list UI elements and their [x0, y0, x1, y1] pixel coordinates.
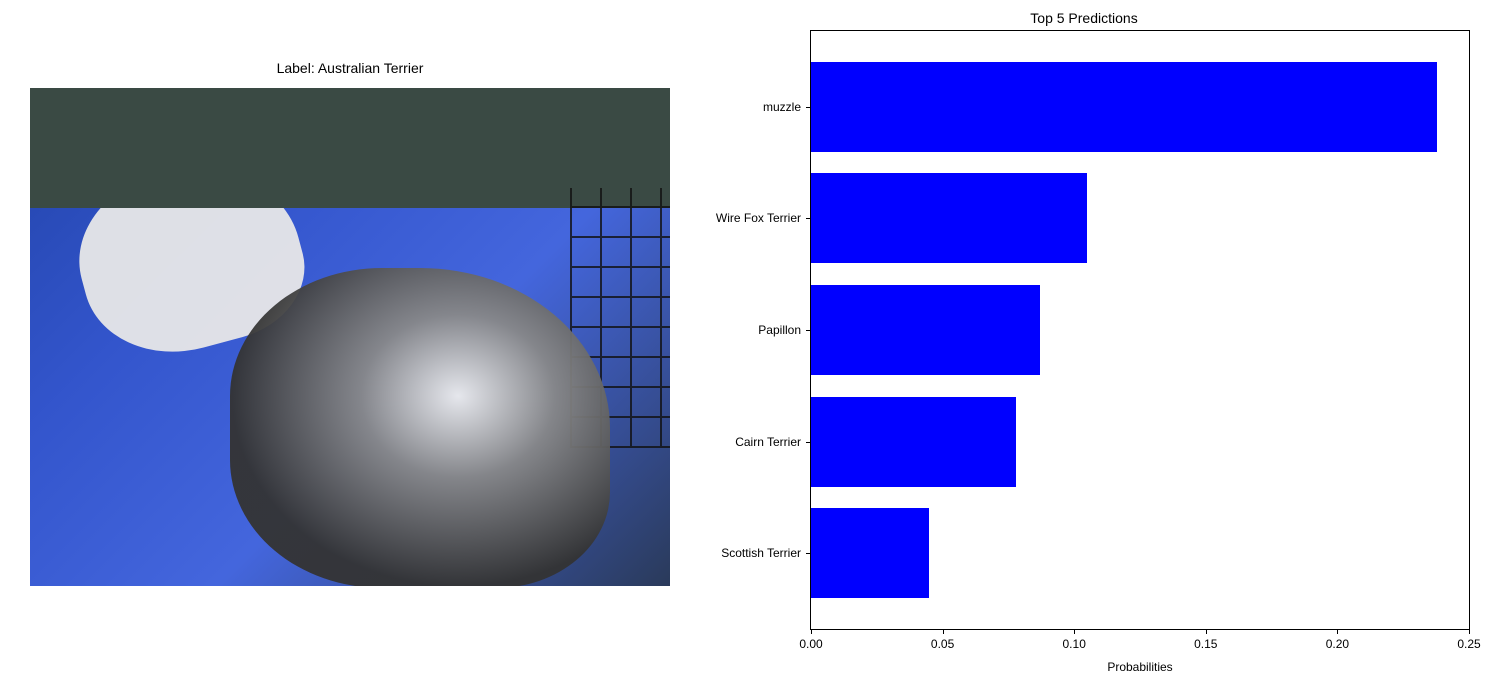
chart-panel: Top 5 Predictions muzzle Wire Fox Terrier…: [680, 0, 1488, 690]
y-tick: [806, 442, 811, 443]
bar-category-label: Scottish Terrier: [721, 546, 801, 560]
chart-title: Top 5 Predictions: [1030, 10, 1137, 26]
x-tick-label: 0.00: [799, 637, 822, 651]
bar-slot: Wire Fox Terrier: [811, 173, 1469, 263]
y-tick: [806, 553, 811, 554]
x-tick: [1074, 629, 1075, 634]
x-tick-label: 0.05: [931, 637, 954, 651]
image-title: Label: Australian Terrier: [277, 60, 424, 76]
x-tick: [1337, 629, 1338, 634]
x-tick: [1469, 629, 1470, 634]
bar: [811, 62, 1437, 152]
x-tick-label: 0.20: [1326, 637, 1349, 651]
bar-slot: muzzle: [811, 62, 1469, 152]
bar: [811, 173, 1087, 263]
x-tick-label: 0.25: [1457, 637, 1480, 651]
bar-category-label: Cairn Terrier: [735, 435, 801, 449]
y-tick: [806, 107, 811, 108]
chart-x-axis: 0.000.050.100.150.200.25: [811, 629, 1469, 635]
sample-image: [30, 88, 670, 586]
bar-slot: Cairn Terrier: [811, 397, 1469, 487]
bar-category-label: Papillon: [758, 323, 801, 337]
bar-category-label: muzzle: [763, 100, 801, 114]
image-panel: Label: Australian Terrier: [0, 0, 680, 586]
x-tick-label: 0.10: [1063, 637, 1086, 651]
image-bg-crate: [570, 188, 670, 448]
chart-x-label: Probabilities: [1107, 660, 1172, 674]
bar-slot: Scottish Terrier: [811, 508, 1469, 598]
x-tick-label: 0.15: [1194, 637, 1217, 651]
bar: [811, 285, 1040, 375]
y-tick: [806, 218, 811, 219]
y-tick: [806, 330, 811, 331]
chart-bars: muzzle Wire Fox Terrier Papillon Cairn Terr…: [811, 31, 1469, 629]
chart-plot-area: muzzle Wire Fox Terrier Papillon Cairn Terr…: [810, 30, 1470, 630]
x-tick: [811, 629, 812, 634]
bar-slot: Papillon: [811, 285, 1469, 375]
bar-category-label: Wire Fox Terrier: [716, 211, 801, 225]
bar: [811, 397, 1016, 487]
x-tick: [1206, 629, 1207, 634]
x-tick: [943, 629, 944, 634]
bar: [811, 508, 929, 598]
